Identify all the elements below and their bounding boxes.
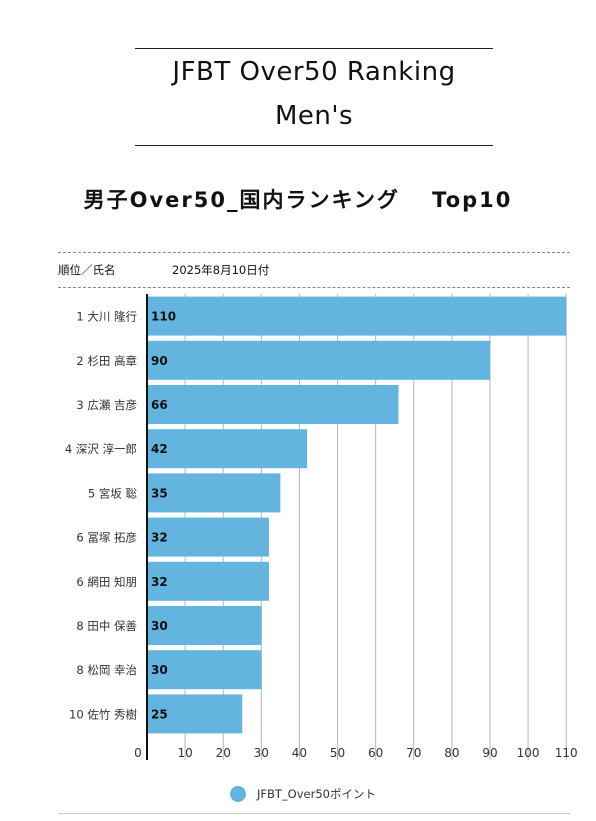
legend-swatch xyxy=(230,786,246,802)
x-tick-label: 90 xyxy=(482,746,497,760)
x-tick-label: 50 xyxy=(330,746,345,760)
data-label: 32 xyxy=(151,575,168,589)
data-label: 25 xyxy=(151,707,168,721)
table-header-row: 順位／氏名 2025年8月10日付 xyxy=(58,252,570,288)
category-label: 6 冨塚 拓彦 xyxy=(76,531,137,545)
x-tick-label: 20 xyxy=(216,746,231,760)
x-tick-label: 40 xyxy=(292,746,307,760)
bar xyxy=(147,429,308,469)
bar xyxy=(147,517,269,557)
x-tick-label: 100 xyxy=(517,746,540,760)
x-tick-label: 60 xyxy=(368,746,383,760)
bar xyxy=(147,296,567,336)
x-tick-label: 0 xyxy=(134,746,142,760)
x-tick-label: 30 xyxy=(254,746,269,760)
data-label: 42 xyxy=(151,442,168,456)
category-label: 4 深沢 淳一郎 xyxy=(65,442,137,456)
column-label: 順位／氏名 xyxy=(58,263,116,277)
bar xyxy=(147,606,262,645)
page-title-sub: Men's xyxy=(274,101,354,131)
page-title: JFBT Over50 Ranking xyxy=(172,57,456,87)
bar xyxy=(147,561,269,601)
x-tick-label: 70 xyxy=(406,746,421,760)
x-tick-label: 110 xyxy=(555,746,578,760)
data-label: 30 xyxy=(151,619,168,633)
chart-subtitle: 男子Over50_国内ランキング Top10 xyxy=(83,188,513,212)
bar xyxy=(147,473,281,513)
category-label: 8 松岡 幸治 xyxy=(76,663,137,677)
ranking-date: 2025年8月10日付 xyxy=(172,263,270,277)
category-label: 1 大川 隆行 xyxy=(76,310,137,324)
data-label: 66 xyxy=(151,398,168,412)
category-label: 8 田中 保善 xyxy=(76,619,137,633)
category-label: 2 杉田 高章 xyxy=(76,354,137,368)
bottom-divider xyxy=(58,813,570,814)
bar xyxy=(147,694,243,734)
bar xyxy=(147,650,262,690)
bar xyxy=(147,385,399,424)
title-box: JFBT Over50 Ranking Men's xyxy=(135,48,493,146)
data-label: 32 xyxy=(151,531,168,545)
data-label: 90 xyxy=(151,354,168,368)
x-tick-label: 10 xyxy=(177,746,192,760)
category-label: 6 網田 知朋 xyxy=(76,575,137,589)
category-label: 5 宮坂 聡 xyxy=(88,486,138,500)
category-label: 3 広瀬 吉彦 xyxy=(76,398,137,412)
data-label: 30 xyxy=(151,663,168,677)
x-tick-label: 80 xyxy=(444,746,459,760)
data-label: 35 xyxy=(151,486,168,500)
bar xyxy=(147,340,490,380)
data-label: 110 xyxy=(151,310,176,324)
category-label: 10 佐竹 秀樹 xyxy=(69,707,137,721)
legend-label: JFBT_Over50ポイント xyxy=(257,787,376,801)
